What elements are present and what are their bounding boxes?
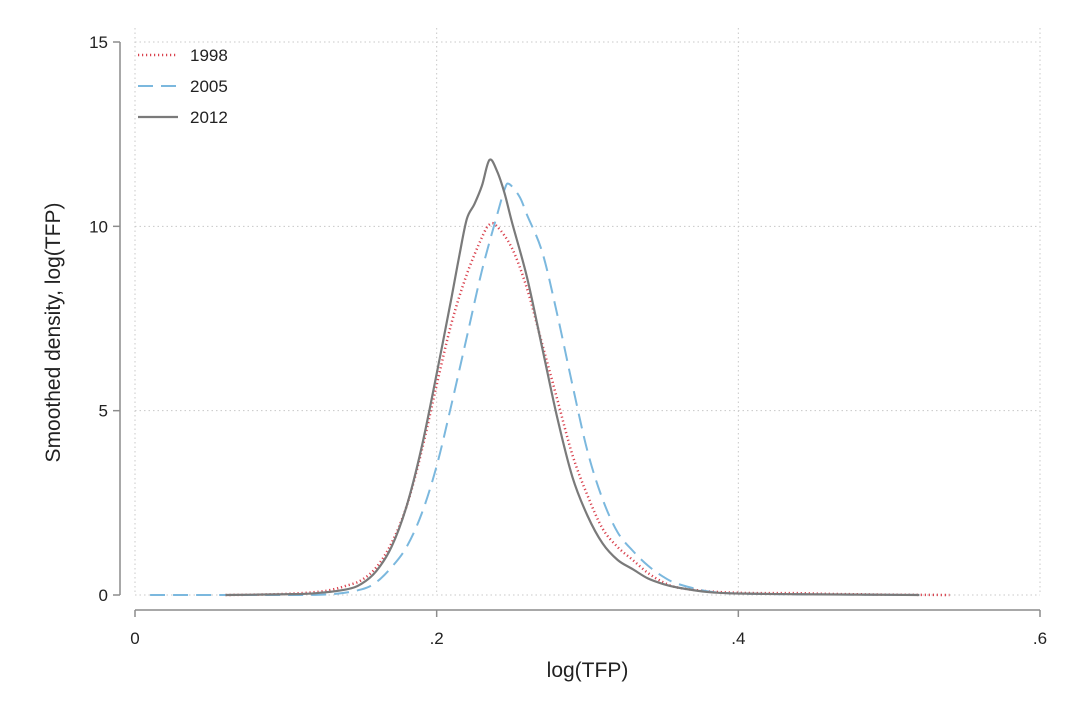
legend-label-1998: 1998 (190, 46, 228, 65)
y-tick-label: 10 (89, 217, 108, 236)
x-axis-title: log(TFP) (547, 659, 629, 682)
ticks: 0 5 10 15 0 .2 .4 .6 (89, 33, 1047, 648)
series-line-2012 (225, 158, 920, 597)
y-axis-title: Smoothed density, log(TFP) (42, 203, 65, 463)
x-tick-label: 0 (130, 629, 139, 648)
y-tick-label: 15 (89, 33, 108, 52)
series-line-1998 (225, 221, 950, 597)
axes (119, 42, 1040, 611)
legend-label-2012: 2012 (190, 108, 228, 127)
series-line-2005 (150, 182, 920, 597)
y-tick-label: 5 (99, 402, 108, 421)
y-tick-label: 0 (99, 586, 108, 605)
x-tick-label: .2 (430, 629, 444, 648)
x-tick-label: .4 (731, 629, 745, 648)
legend: 1998 2005 2012 (138, 46, 228, 127)
grid-lines (134, 28, 1041, 596)
x-tick-label: .6 (1033, 629, 1047, 648)
legend-label-2005: 2005 (190, 77, 228, 96)
series-lines (150, 158, 950, 597)
